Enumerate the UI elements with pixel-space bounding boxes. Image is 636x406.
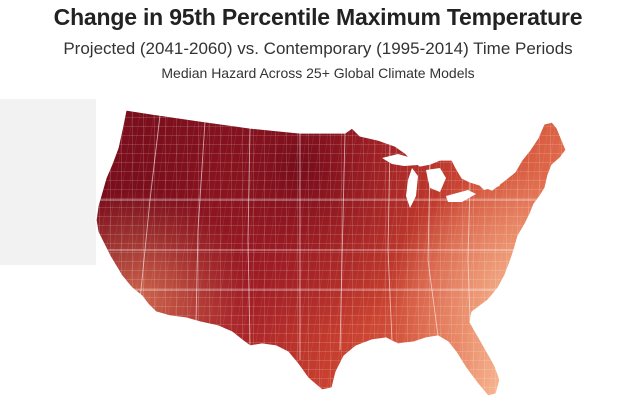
legend-panel [0, 99, 96, 265]
chart-subsubtitle: Median Hazard Across 25+ Global Climate … [161, 65, 475, 81]
great-lakes [382, 154, 500, 208]
county-fill-layer [96, 110, 566, 396]
chart-title: Change in 95th Percentile Maximum Temper… [53, 4, 583, 30]
chart-subtitle: Projected (2041-2060) vs. Contemporary (… [63, 39, 573, 58]
